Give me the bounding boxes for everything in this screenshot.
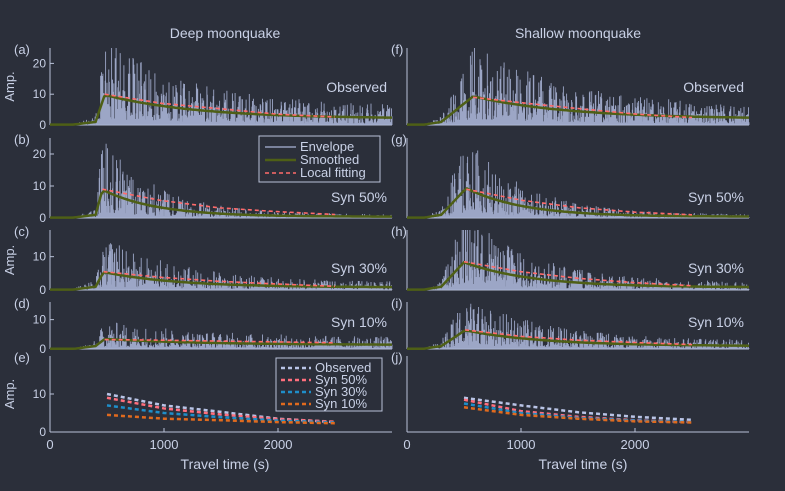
x-tick-label: 0 xyxy=(46,437,53,452)
panel-letter: (a) xyxy=(14,42,30,57)
y-tick-label: 10 xyxy=(33,179,47,193)
y-tick-label: 10 xyxy=(33,313,47,327)
legend-observed-label: Observed xyxy=(315,360,371,375)
panel-label: Syn 50% xyxy=(331,189,387,205)
panel-h: (h) Syn 30% xyxy=(391,224,750,291)
y-axis-label: Amp. xyxy=(2,379,17,409)
panel-f: (f) Observed xyxy=(391,42,750,126)
panel-label: Syn 50% xyxy=(688,189,744,205)
legend-smoothed-label: Smoothed xyxy=(300,152,359,167)
panel-e: (e) 0 10 Amp. 0 1000 2000 xyxy=(2,350,392,452)
panel-letter: (f) xyxy=(391,42,403,57)
smoothed-curve xyxy=(50,189,392,219)
local-fitting-curve xyxy=(466,188,693,216)
panel-letter: (j) xyxy=(391,350,403,365)
panel-b: (b) 0 10 20 Syn 50% xyxy=(14,132,393,225)
fit-curve-syn50 xyxy=(106,396,336,423)
panel-i: (i) Syn 10% xyxy=(391,296,750,350)
panel-label: Syn 30% xyxy=(688,260,744,276)
panel-d: (d) 0 10 Syn 10% xyxy=(14,296,393,356)
panel-label: Syn 10% xyxy=(688,314,744,330)
y-axis-label: Amp. xyxy=(2,245,17,275)
x-axis-label-right: Travel time (s) xyxy=(539,456,628,472)
fit-curve-syn30 xyxy=(106,404,336,424)
panel-c: (c) 0 10 Amp. Syn 30% xyxy=(2,224,393,297)
x-tick-label: 2000 xyxy=(621,437,650,452)
fit-curve-syn10 xyxy=(106,413,336,425)
panel-label: Observed xyxy=(683,79,744,95)
panel-letter: (e) xyxy=(14,350,30,365)
x-tick-label: 1000 xyxy=(150,437,179,452)
legend-box xyxy=(275,357,383,412)
y-tick-label: 10 xyxy=(33,250,47,264)
panel-letter: (g) xyxy=(391,132,407,147)
fit-curve-syn10 xyxy=(463,406,693,424)
panel-j: (j) 0 1000 2000 xyxy=(391,350,749,452)
y-tick-label: 10 xyxy=(33,387,47,401)
panel-label: Syn 30% xyxy=(331,260,387,276)
panels: (a) 0 10 20 Amp. Observed (b) 0 10 20 Syn 50% (c) 0 1… xyxy=(2,42,750,452)
x-tick-label: 0 xyxy=(403,437,410,452)
panel-a: (a) 0 10 20 Amp. Observed xyxy=(2,42,393,132)
y-tick-label: 0 xyxy=(39,283,46,297)
fit-curve-observed xyxy=(463,396,693,422)
local-fitting-curve xyxy=(473,96,693,119)
panel-label: Observed xyxy=(326,79,387,95)
panel-letter: (d) xyxy=(14,296,30,311)
y-tick-label: 0 xyxy=(39,342,46,356)
y-tick-label: 0 xyxy=(39,118,46,132)
smoothed-curve xyxy=(407,187,749,219)
legend-envelope-label: Envelope xyxy=(300,139,354,154)
panel-letter: (i) xyxy=(391,296,403,311)
local-fitting-curve xyxy=(463,260,693,287)
y-tick-label: 20 xyxy=(33,56,47,70)
legend-syn10-label: Syn 10% xyxy=(315,396,367,411)
panel-label: Syn 10% xyxy=(331,314,387,330)
x-tick-label: 1000 xyxy=(507,437,536,452)
panel-letter: (b) xyxy=(14,132,30,147)
legend-syn30-label: Syn 30% xyxy=(315,384,367,399)
local-fitting-curve xyxy=(104,93,336,118)
y-axis-label: Amp. xyxy=(2,71,17,101)
legend-local-fitting-label: Local fitting xyxy=(300,165,366,180)
y-tick-label: 0 xyxy=(39,425,46,439)
column-title-shallow: Shallow moonquake xyxy=(515,25,641,41)
local-fitting-curve xyxy=(465,329,693,346)
y-tick-label: 10 xyxy=(33,87,47,101)
column-title-deep: Deep moonquake xyxy=(170,25,281,41)
x-axis-label-left: Travel time (s) xyxy=(181,456,270,472)
smoothed-curve xyxy=(407,329,749,350)
x-tick-label: 2000 xyxy=(264,437,293,452)
legend-syn50-label: Syn 50% xyxy=(315,372,367,387)
panel-letter: (c) xyxy=(14,224,29,239)
y-tick-label: 0 xyxy=(39,211,46,225)
panel-letter: (h) xyxy=(391,224,407,239)
smoothed-curve xyxy=(407,95,749,126)
panel-g: (g) Syn 50% xyxy=(391,132,750,219)
y-tick-label: 20 xyxy=(33,147,47,161)
local-fitting-curve xyxy=(103,270,336,288)
local-fitting-curve xyxy=(104,338,336,344)
